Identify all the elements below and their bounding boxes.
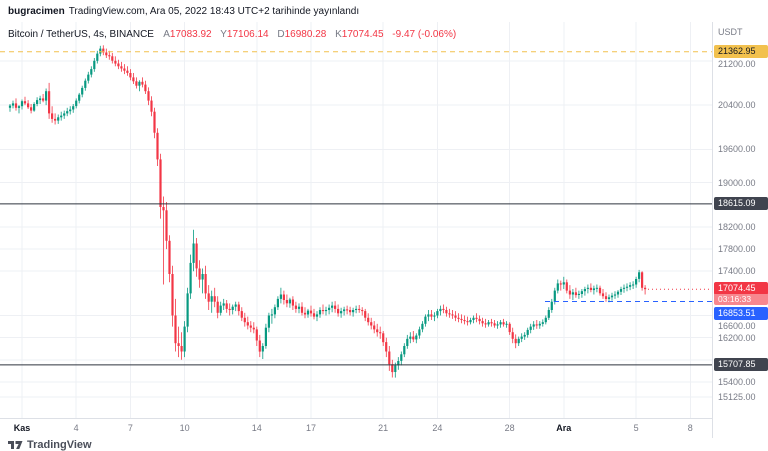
ohlc-open: A17083.92 [163,29,212,40]
ohlc-close: K17074.45 [335,29,384,40]
time-axis-label: Kas [13,423,31,433]
time-axis-label: 24 [432,423,443,433]
tradingview-logo-icon [8,441,23,449]
chart-area[interactable]: Bitcoin / TetherUS, 4s, BINANCE A17083.9… [0,22,768,451]
price-axis-label: 15125.00 [718,392,756,403]
price-axis[interactable]: USDT 21362.95 18615.09 17074.45 03:16:33 168… [712,22,768,438]
ohlc-high: Y17106.14 [220,29,269,40]
publish-info-bar: bugracimen TradingView.com, Ara 05, 2022… [0,0,768,22]
time-axis-label: 4 [73,423,79,433]
price-axis-label: 19600.00 [718,144,756,155]
tradingview-attribution[interactable]: TradingView [8,439,92,451]
time-axis[interactable]: Kas 4 7 10 14 17 21 24 28 Ara 5 8 [0,418,768,438]
price-axis-label: 17400.00 [718,266,756,277]
time-axis-label: 14 [251,423,262,433]
chart-legend: Bitcoin / TetherUS, 4s, BINANCE A17083.9… [8,29,456,40]
ohlc-low: D16980.28 [277,29,327,40]
time-axis-label: Ara [556,423,572,433]
price-axis-label: 20400.00 [718,100,756,111]
axis-currency-label: USDT [718,27,743,37]
time-axis-label: 8 [687,423,693,433]
time-axis-label: 7 [127,423,133,433]
publish-timestamp: TradingView.com, Ara 05, 2022 18:43 UTC+… [68,5,360,17]
symbol-title[interactable]: Bitcoin / TetherUS, 4s, BINANCE [8,29,154,40]
price-badge: 16853.51 [714,307,768,321]
price-badge: 17074.45 03:16:33 [714,282,768,306]
time-axis-label: 17 [305,423,317,433]
price-axis-label: 16200.00 [718,332,756,343]
price-chart-canvas[interactable] [0,22,712,418]
time-axis-label: 10 [179,423,190,433]
price-axis-label: 19000.00 [718,177,756,188]
price-badge: 15707.85 [714,357,768,371]
time-axis-label: 28 [504,423,515,433]
time-axis-label: 21 [378,423,389,433]
price-axis-label: 16600.00 [718,321,756,332]
price-change: -9.47 (-0.06%) [392,29,457,40]
price-axis-label: 18200.00 [718,221,756,232]
tradingview-logo-text: TradingView [27,439,92,451]
time-axis-label: 5 [633,423,639,433]
author-name: bugracimen [8,5,65,17]
price-badge: 18615.09 [714,196,768,210]
price-badge: 21362.95 [714,44,768,58]
price-axis-label: 21200.00 [718,58,756,69]
price-axis-label: 17800.00 [718,244,756,255]
price-axis-label: 15400.00 [718,377,756,387]
